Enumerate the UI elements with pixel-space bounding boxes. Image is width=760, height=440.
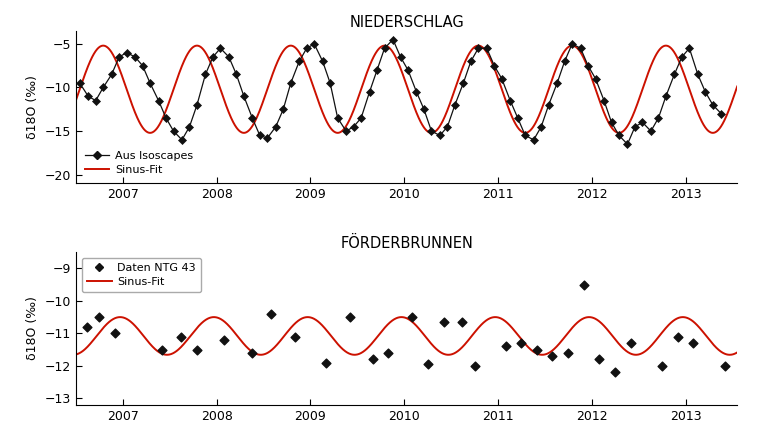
Sinus-Fit <box>733 84 742 89</box>
Sinus-Fit <box>593 317 602 323</box>
Line: Aus Isoscapes: Aus Isoscapes <box>77 37 724 147</box>
Sinus-Fit <box>714 127 723 132</box>
Daten NTG 43 <box>656 362 668 369</box>
Daten NTG 43 <box>562 349 575 356</box>
Aus Isoscapes <box>544 103 553 108</box>
Sinus-Fit <box>714 347 723 352</box>
Daten NTG 43 <box>109 330 122 337</box>
Daten NTG 43 <box>93 314 106 321</box>
Legend: Daten NTG 43, Sinus-Fit: Daten NTG 43, Sinus-Fit <box>81 258 201 292</box>
Title: NIEDERSCHLAG: NIEDERSCHLAG <box>350 15 464 29</box>
Daten NTG 43 <box>289 333 301 340</box>
Aus Isoscapes <box>467 59 476 64</box>
Daten NTG 43 <box>344 314 356 321</box>
Sinus-Fit <box>584 315 594 320</box>
Aus Isoscapes <box>717 111 726 116</box>
Daten NTG 43 <box>81 323 93 330</box>
Daten NTG 43 <box>610 369 622 376</box>
Aus Isoscapes <box>208 54 217 59</box>
Daten NTG 43 <box>246 349 258 356</box>
Title: FÖRDERBRUNNEN: FÖRDERBRUNNEN <box>340 236 473 251</box>
Sinus-Fit <box>593 92 602 97</box>
Daten NTG 43 <box>422 361 434 368</box>
Daten NTG 43 <box>382 349 394 356</box>
Y-axis label: δ18O (‰): δ18O (‰) <box>26 297 40 360</box>
Daten NTG 43 <box>468 362 480 369</box>
Sinus-Fit <box>71 97 81 103</box>
Legend: Aus Isoscapes, Sinus-Fit: Aus Isoscapes, Sinus-Fit <box>81 148 196 178</box>
Daten NTG 43 <box>456 319 468 326</box>
Sinus-Fit <box>375 330 385 336</box>
Daten NTG 43 <box>406 314 418 321</box>
Sinus-Fit <box>568 43 577 48</box>
Daten NTG 43 <box>320 359 332 366</box>
Y-axis label: δ18O (‰): δ18O (‰) <box>26 75 40 139</box>
Aus Isoscapes <box>388 37 397 42</box>
Daten NTG 43 <box>672 333 684 340</box>
Daten NTG 43 <box>175 333 187 340</box>
Sinus-Fit <box>105 47 114 52</box>
Daten NTG 43 <box>499 343 511 350</box>
Sinus-Fit <box>733 350 742 355</box>
Daten NTG 43 <box>719 362 731 369</box>
Daten NTG 43 <box>191 346 203 353</box>
Daten NTG 43 <box>367 356 379 363</box>
Sinus-Fit <box>375 45 385 50</box>
Daten NTG 43 <box>578 281 591 288</box>
Sinus-Fit <box>714 347 724 352</box>
Sinus-Fit <box>145 130 154 136</box>
Daten NTG 43 <box>625 340 638 347</box>
Aus Isoscapes <box>75 81 84 86</box>
Daten NTG 43 <box>531 346 543 353</box>
Sinus-Fit <box>71 352 81 357</box>
Aus Isoscapes <box>169 128 178 134</box>
Daten NTG 43 <box>687 340 699 347</box>
Aus Isoscapes <box>115 54 124 59</box>
Aus Isoscapes <box>584 63 593 68</box>
Daten NTG 43 <box>265 310 277 317</box>
Daten NTG 43 <box>546 352 559 359</box>
Daten NTG 43 <box>438 319 450 326</box>
Line: Sinus-Fit: Sinus-Fit <box>76 317 737 355</box>
Daten NTG 43 <box>218 336 230 343</box>
Sinus-Fit <box>393 315 402 320</box>
Daten NTG 43 <box>157 346 169 353</box>
Daten NTG 43 <box>594 356 606 363</box>
Sinus-Fit <box>714 127 724 132</box>
Sinus-Fit <box>105 319 114 324</box>
Line: Sinus-Fit: Sinus-Fit <box>76 46 737 133</box>
Aus Isoscapes <box>623 142 632 147</box>
Sinus-Fit <box>163 352 172 357</box>
Sinus-Fit <box>393 59 402 64</box>
Daten NTG 43 <box>515 340 527 347</box>
